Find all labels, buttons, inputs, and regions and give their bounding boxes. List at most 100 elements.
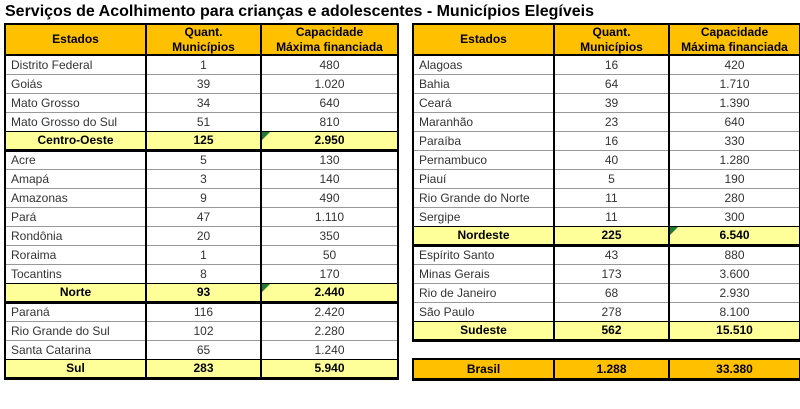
table-row: Roraima 1 50 [4, 244, 399, 264]
cell-estado: Santa Catarina [4, 339, 147, 359]
formula-flag-icon [263, 284, 270, 292]
cell-estado: Bahia [412, 73, 555, 93]
cell-capacidade: 190 [668, 168, 800, 188]
table-row: Pernambuco 40 1.280 [412, 149, 800, 169]
cell-estado: Sul [4, 358, 147, 380]
cell-quant-municipios: 173 [553, 263, 670, 283]
cell-quant-municipios: 5 [553, 168, 670, 188]
cell-capacidade: 1.240 [260, 339, 399, 359]
cell-estado: Minas Gerais [412, 263, 555, 283]
cell-capacidade: 350 [260, 225, 399, 245]
cell-capacidade: 6.540 [668, 225, 800, 247]
cell-capacidade: 5.940 [260, 358, 399, 380]
cell-estado: Distrito Federal [4, 54, 147, 74]
table-row: São Paulo 278 8.100 [412, 301, 800, 321]
cell-quant-municipios: 278 [553, 301, 670, 321]
cell-quant-municipios: 64 [553, 73, 670, 93]
table-row: Paraíba 16 330 [412, 130, 800, 150]
cell-capacidade: 1.390 [668, 92, 800, 112]
cell-capacidade: 1.110 [260, 206, 399, 226]
cell-capacidade: 140 [260, 168, 399, 188]
table-row: Maranhão 23 640 [412, 111, 800, 131]
cell-capacidade: 480 [260, 54, 399, 74]
cell-quant-municipios: 9 [145, 187, 262, 207]
table-row: Rio Grande do Norte 11 280 [412, 187, 800, 207]
left-region-table: Estados Quant. Municípios Capacidade Máx… [4, 23, 399, 380]
page-title: Serviços de Acolhimento para crianças e … [5, 3, 594, 20]
cell-quant-municipios: 51 [145, 111, 262, 131]
total-capacidade: 33.380 [668, 358, 800, 380]
table-row: Rio de Janeiro 68 2.930 [412, 282, 800, 302]
table-row: Mato Grosso 34 640 [4, 92, 399, 112]
cell-capacidade: 3.600 [668, 263, 800, 283]
cell-estado: Rondônia [4, 225, 147, 245]
column-header-quant-municipios: Quant. Municípios [553, 24, 670, 56]
cell-estado: Rio Grande do Sul [4, 320, 147, 340]
table-row: Paraná 116 2.420 [4, 301, 399, 321]
table-row: Santa Catarina 65 1.240 [4, 339, 399, 359]
cell-estado: Pernambuco [412, 149, 555, 169]
cell-capacidade: 420 [668, 54, 800, 74]
table-row: Minas Gerais 173 3.600 [412, 263, 800, 283]
table-row: Acre 5 130 [4, 149, 399, 169]
cell-estado: Centro-Oeste [4, 130, 147, 152]
total-row: Brasil 1.288 33.380 [412, 358, 800, 380]
cell-quant-municipios: 16 [553, 54, 670, 74]
subtotal-row: Nordeste 225 6.540 [412, 225, 800, 247]
cell-estado: Rio de Janeiro [412, 282, 555, 302]
table-row: Bahia 64 1.710 [412, 73, 800, 93]
subtotal-row: Norte 93 2.440 [4, 282, 399, 304]
cell-estado: Tocantins [4, 263, 147, 283]
cell-estado: São Paulo [412, 301, 555, 321]
cell-quant-municipios: 65 [145, 339, 262, 359]
cell-quant-municipios: 11 [553, 187, 670, 207]
cell-quant-municipios: 8 [145, 263, 262, 283]
subtotal-row: Sul 283 5.940 [4, 358, 399, 380]
cell-estado: Sergipe [412, 206, 555, 226]
cell-capacidade: 880 [668, 244, 800, 264]
cell-quant-municipios: 1 [145, 244, 262, 264]
cell-capacidade: 2.440 [260, 282, 399, 304]
cell-quant-municipios: 1 [145, 54, 262, 74]
table-row: Sergipe 11 300 [412, 206, 800, 226]
total-quant-municipios: 1.288 [553, 358, 670, 380]
cell-quant-municipios: 116 [145, 301, 262, 321]
cell-capacidade: 300 [668, 206, 800, 226]
cell-quant-municipios: 102 [145, 320, 262, 340]
cell-estado: Amapá [4, 168, 147, 188]
table-row: Espírito Santo 43 880 [412, 244, 800, 264]
cell-estado: Alagoas [412, 54, 555, 74]
cell-capacidade: 170 [260, 263, 399, 283]
table-row: Amapá 3 140 [4, 168, 399, 188]
table-row: Ceará 39 1.390 [412, 92, 800, 112]
cell-estado: Rio Grande do Norte [412, 187, 555, 207]
cell-capacidade: 640 [260, 92, 399, 112]
table-row: Distrito Federal 1 480 [4, 54, 399, 74]
header-row: Estados Quant. Municípios Capacidade Máx… [412, 24, 800, 56]
cell-quant-municipios: 3 [145, 168, 262, 188]
table-row: Tocantins 8 170 [4, 263, 399, 283]
cell-estado: Goiás [4, 73, 147, 93]
column-header-estados: Estados [4, 24, 147, 56]
cell-quant-municipios: 23 [553, 111, 670, 131]
cell-capacidade: 2.420 [260, 301, 399, 321]
cell-capacidade: 50 [260, 244, 399, 264]
cell-capacidade: 2.930 [668, 282, 800, 302]
cell-quant-municipios: 562 [553, 320, 670, 342]
total-label: Brasil [412, 358, 555, 380]
cell-quant-municipios: 39 [553, 92, 670, 112]
table-row: Piauí 5 190 [412, 168, 800, 188]
cell-quant-municipios: 16 [553, 130, 670, 150]
right-column: Estados Quant. Municípios Capacidade Máx… [412, 23, 800, 381]
cell-estado: Mato Grosso do Sul [4, 111, 147, 131]
cell-capacidade: 810 [260, 111, 399, 131]
cell-estado: Roraima [4, 244, 147, 264]
cell-quant-municipios: 5 [145, 149, 262, 169]
cell-quant-municipios: 125 [145, 130, 262, 152]
right-region-table: Estados Quant. Municípios Capacidade Máx… [412, 23, 800, 342]
cell-capacidade: 2.950 [260, 130, 399, 152]
formula-flag-icon [263, 132, 270, 140]
cell-capacidade: 1.280 [668, 149, 800, 169]
cell-estado: Norte [4, 282, 147, 304]
column-header-capacidade: Capacidade Máxima financiada [668, 24, 800, 56]
